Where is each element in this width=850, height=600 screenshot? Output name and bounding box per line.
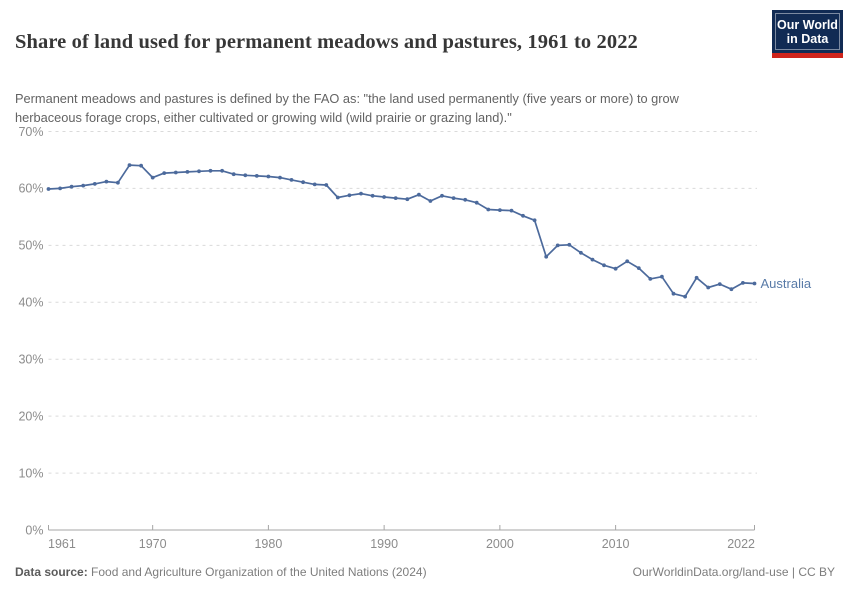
data-point [683,294,687,299]
data-source-label: Data source: [15,565,88,579]
data-point [498,208,502,213]
data-line-australia [47,164,756,298]
data-point [405,197,410,202]
data-point [509,208,514,213]
y-axis-tick-label: 70% [18,125,43,139]
data-point [579,250,583,255]
y-axis-tick-label: 0% [25,523,43,537]
y-axis-tick-label: 30% [18,353,43,367]
data-point [208,168,213,173]
data-point [428,199,433,203]
data-point [486,207,491,212]
data-point [590,257,595,262]
y-axis-tick-label: 20% [18,409,43,423]
data-point [324,183,329,187]
data-point [671,291,676,296]
data-point [729,287,734,292]
data-point [254,174,259,178]
data-point [532,218,537,223]
data-point [220,168,225,173]
data-source-text: Food and Agriculture Organization of the… [87,565,427,579]
data-point [266,174,271,179]
data-point [185,170,190,174]
data-point [636,266,641,270]
data-point [359,191,363,196]
data-point [197,169,201,174]
y-axis-tick-label: 10% [18,466,43,480]
data-point [58,186,62,191]
data-point [544,254,549,259]
data-point [301,180,305,185]
data-point [625,259,630,264]
data-point [660,274,664,279]
x-axis-tick-label: 2010 [602,537,630,551]
data-point [370,193,375,198]
data-point [278,175,282,180]
data-point [347,193,352,198]
data-point [706,285,711,290]
data-point [69,184,74,189]
x-axis-tick-label: 1961 [48,537,76,551]
data-point [393,196,398,201]
data-point [474,200,479,205]
data-source: Data source: Food and Agriculture Organi… [15,565,427,579]
data-point [46,187,51,191]
data-point [451,196,456,201]
data-point [81,183,86,188]
data-point [648,277,653,281]
chart-footer: Data source: Food and Agriculture Organi… [15,565,835,579]
data-point [440,193,444,198]
x-axis-tick-label: 1990 [370,537,398,551]
page-title: Share of land used for permanent meadows… [15,30,638,53]
x-axis-tick-label: 1970 [139,537,167,551]
data-point [463,197,468,202]
data-point [92,182,97,186]
data-point [567,242,572,247]
data-point [602,263,606,268]
data-point [231,172,236,177]
data-point [382,195,386,199]
data-point [127,163,132,168]
owid-logo-text: Our World in Data [775,13,840,50]
data-point [150,175,155,180]
data-point [312,182,317,187]
data-point [741,281,745,285]
data-point [139,163,144,168]
data-point [104,179,109,184]
data-point [173,170,178,175]
attribution-link[interactable]: OurWorldinData.org/land-use [632,565,789,579]
license-link[interactable]: CC BY [798,565,835,579]
data-point [717,282,722,286]
data-point [335,195,340,200]
attribution: OurWorldinData.org/land-use | CC BY [632,565,835,579]
data-point [417,192,421,197]
entity-label-australia[interactable]: Australia [761,276,812,291]
data-point [694,275,699,280]
chart-subtitle: Permanent meadows and pastures is define… [15,90,679,125]
y-axis-tick-label: 60% [18,182,43,196]
data-point [243,173,248,178]
data-point [555,243,560,248]
y-axis-tick-label: 50% [18,239,43,253]
data-point [162,171,167,176]
x-axis-tick-label: 2022 [727,537,755,551]
data-point [521,213,525,218]
data-point [116,180,120,185]
x-axis-tick-label: 1980 [254,537,282,551]
data-point [752,281,757,286]
x-axis-tick-label: 2000 [486,537,514,551]
data-point [289,178,294,182]
data-point [613,266,618,271]
owid-logo[interactable]: Our World in Data [772,10,843,58]
y-axis-tick-label: 40% [18,296,43,310]
